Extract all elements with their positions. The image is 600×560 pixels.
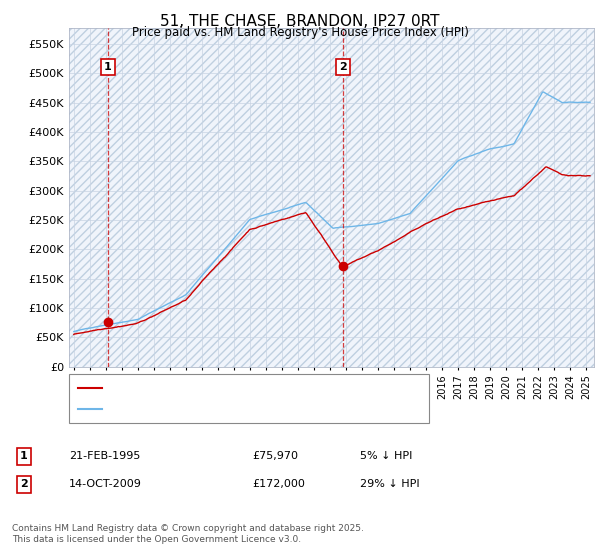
Text: 21-FEB-1995: 21-FEB-1995	[69, 451, 140, 461]
Text: 2: 2	[20, 479, 28, 489]
Text: HPI: Average price, detached house, West Suffolk: HPI: Average price, detached house, West…	[105, 404, 363, 414]
Text: 5% ↓ HPI: 5% ↓ HPI	[360, 451, 412, 461]
Text: 14-OCT-2009: 14-OCT-2009	[69, 479, 142, 489]
Text: Contains HM Land Registry data © Crown copyright and database right 2025.
This d: Contains HM Land Registry data © Crown c…	[12, 524, 364, 544]
Text: 1: 1	[104, 62, 112, 72]
Text: 2: 2	[338, 62, 346, 72]
Text: 29% ↓ HPI: 29% ↓ HPI	[360, 479, 419, 489]
Text: £75,970: £75,970	[252, 451, 298, 461]
Text: 51, THE CHASE, BRANDON, IP27 0RT (detached house): 51, THE CHASE, BRANDON, IP27 0RT (detach…	[105, 383, 390, 393]
Text: 1: 1	[20, 451, 28, 461]
Text: 51, THE CHASE, BRANDON, IP27 0RT: 51, THE CHASE, BRANDON, IP27 0RT	[160, 14, 440, 29]
Text: £172,000: £172,000	[252, 479, 305, 489]
Text: Price paid vs. HM Land Registry's House Price Index (HPI): Price paid vs. HM Land Registry's House …	[131, 26, 469, 39]
